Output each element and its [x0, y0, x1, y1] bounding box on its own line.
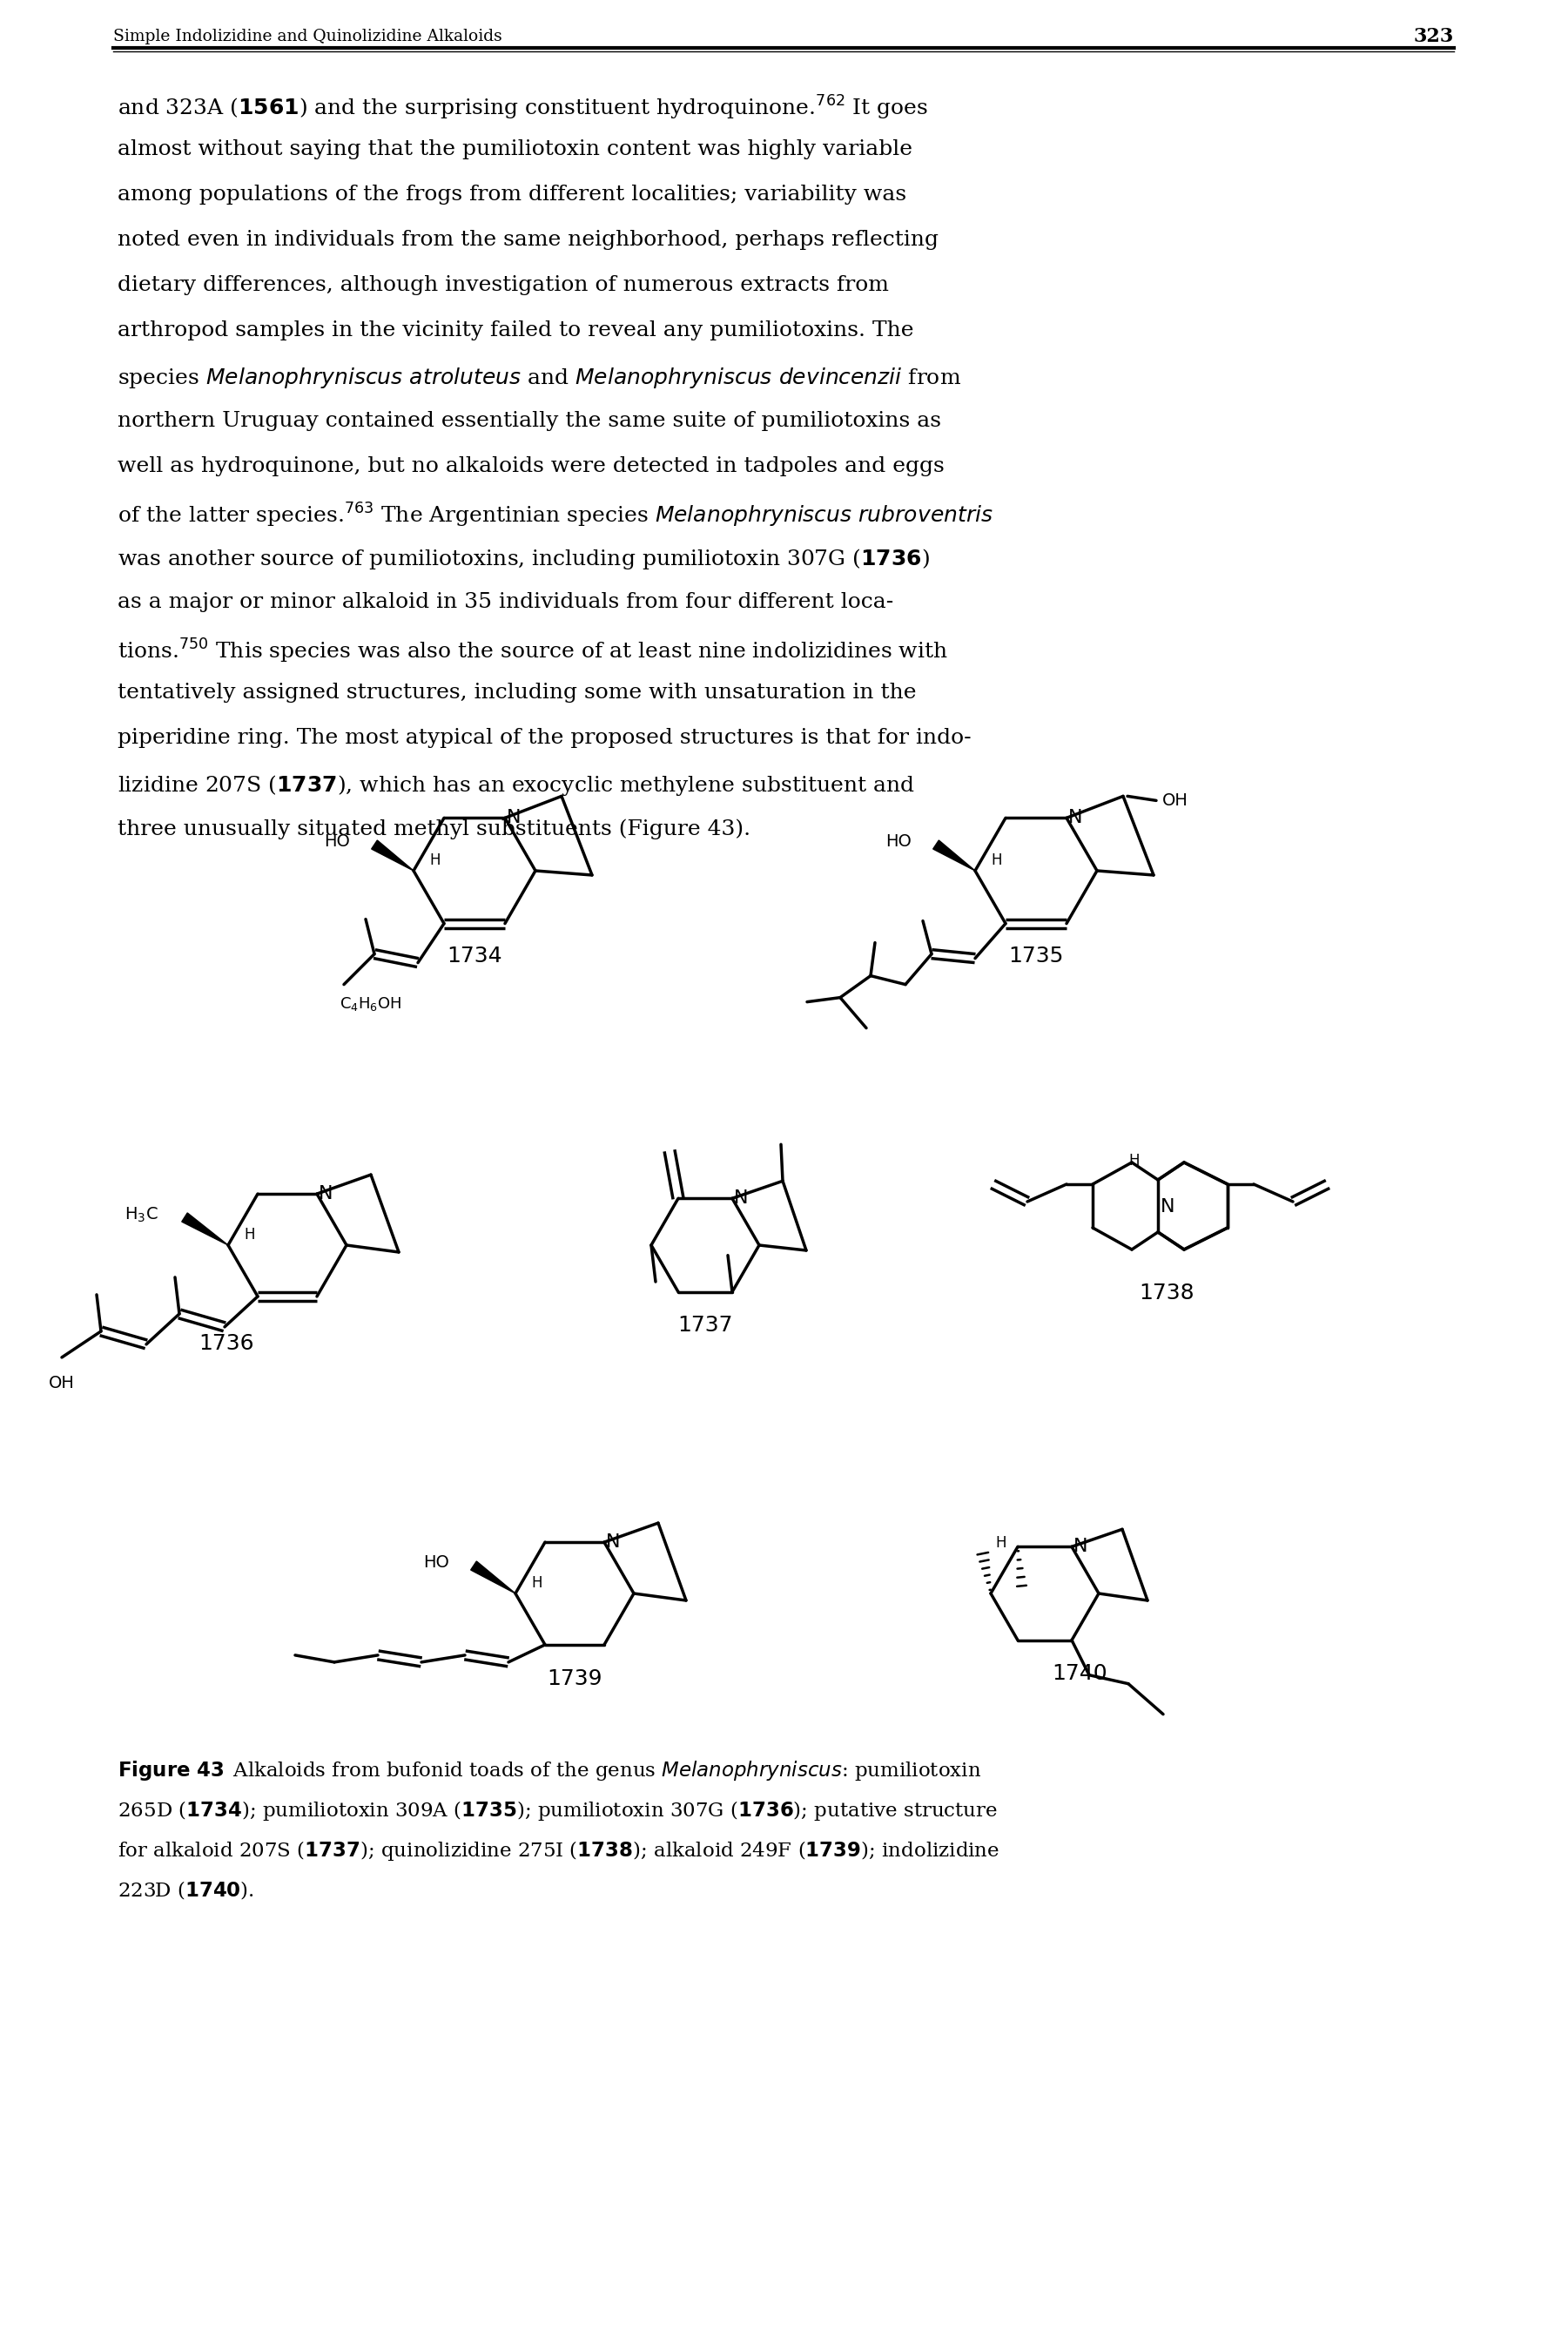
Text: N: N [605, 1533, 621, 1552]
Text: N: N [1160, 1199, 1174, 1215]
Text: N: N [1068, 809, 1082, 828]
Text: 1738: 1738 [1138, 1284, 1195, 1302]
Polygon shape [372, 839, 414, 870]
Text: HO: HO [886, 835, 911, 851]
Text: piperidine ring. The most atypical of the proposed structures is that for indo-: piperidine ring. The most atypical of th… [118, 729, 971, 748]
Text: H$_3$C: H$_3$C [125, 1206, 158, 1225]
Text: H: H [243, 1227, 254, 1244]
Text: as a major or minor alkaloid in 35 individuals from four different loca-: as a major or minor alkaloid in 35 indiv… [118, 592, 894, 611]
Text: 1739: 1739 [547, 1669, 602, 1690]
Text: lizidine 207S ($\mathbf{1737}$), which has an exocyclic methylene substituent an: lizidine 207S ($\mathbf{1737}$), which h… [118, 773, 914, 797]
Text: N: N [734, 1190, 748, 1206]
Text: N: N [318, 1185, 332, 1204]
Text: almost without saying that the pumiliotoxin content was highly variable: almost without saying that the pumilioto… [118, 139, 913, 160]
Text: species $\mathit{Melanophryniscus\ atroluteus}$ and $\mathit{Melanophryniscus\ d: species $\mathit{Melanophryniscus\ atrol… [118, 367, 961, 390]
Text: HO: HO [423, 1554, 450, 1570]
Text: three unusually situated methyl substituents (Figure 43).: three unusually situated methyl substitu… [118, 818, 751, 839]
Text: 1735: 1735 [1008, 945, 1063, 966]
Text: H: H [430, 853, 441, 868]
Text: Simple Indolizidine and Quinolizidine Alkaloids: Simple Indolizidine and Quinolizidine Al… [113, 28, 502, 45]
Text: 1736: 1736 [199, 1333, 254, 1354]
Text: OH: OH [49, 1375, 75, 1392]
Text: HO: HO [325, 835, 350, 851]
Text: 1740: 1740 [1052, 1662, 1107, 1683]
Text: $\mathbf{Figure\ 43}$: $\mathbf{Figure\ 43}$ [118, 1759, 224, 1782]
Text: 323: 323 [1414, 26, 1454, 47]
Text: among populations of the frogs from different localities; variability was: among populations of the frogs from diff… [118, 186, 906, 205]
Text: C$_4$H$_6$OH: C$_4$H$_6$OH [340, 994, 401, 1013]
Polygon shape [182, 1213, 227, 1246]
Text: H: H [991, 853, 1002, 868]
Text: 1737: 1737 [677, 1314, 732, 1335]
Text: N: N [506, 809, 521, 828]
Text: tions.$^{750}$ This species was also the source of at least nine indolizidines w: tions.$^{750}$ This species was also the… [118, 637, 949, 665]
Text: dietary differences, although investigation of numerous extracts from: dietary differences, although investigat… [118, 275, 889, 296]
Text: OH: OH [1162, 792, 1189, 809]
Text: H: H [532, 1575, 543, 1592]
Text: arthropod samples in the vicinity failed to reveal any pumiliotoxins. The: arthropod samples in the vicinity failed… [118, 320, 914, 341]
Text: 223D ($\mathbf{1740}$).: 223D ($\mathbf{1740}$). [118, 1878, 254, 1902]
Text: H: H [1129, 1152, 1140, 1168]
Text: well as hydroquinone, but no alkaloids were detected in tadpoles and eggs: well as hydroquinone, but no alkaloids w… [118, 456, 944, 477]
Text: H: H [996, 1535, 1007, 1552]
Text: and 323A ($\mathbf{1561}$) and the surprising constituent hydroquinone.$^{762}$ : and 323A ($\mathbf{1561}$) and the surpr… [118, 94, 928, 122]
Text: Alkaloids from bufonid toads of the genus $\mathit{Melanophryniscus}$: pumilioto: Alkaloids from bufonid toads of the genu… [220, 1759, 982, 1782]
Text: 1734: 1734 [447, 945, 502, 966]
Polygon shape [470, 1561, 516, 1594]
Text: northern Uruguay contained essentially the same suite of pumiliotoxins as: northern Uruguay contained essentially t… [118, 411, 941, 430]
Text: tentatively assigned structures, including some with unsaturation in the: tentatively assigned structures, includi… [118, 682, 916, 703]
Text: of the latter species.$^{763}$ The Argentinian species $\mathit{Melanophryniscus: of the latter species.$^{763}$ The Argen… [118, 501, 993, 529]
Polygon shape [933, 839, 975, 870]
Text: was another source of pumiliotoxins, including pumiliotoxin 307G ($\mathbf{1736}: was another source of pumiliotoxins, inc… [118, 548, 930, 571]
Text: N: N [1074, 1538, 1088, 1556]
Text: 265D ($\mathbf{1734}$); pumiliotoxin 309A ($\mathbf{1735}$); pumiliotoxin 307G (: 265D ($\mathbf{1734}$); pumiliotoxin 309… [118, 1799, 997, 1822]
Text: noted even in individuals from the same neighborhood, perhaps reflecting: noted even in individuals from the same … [118, 230, 939, 249]
Text: for alkaloid 207S ($\mathbf{1737}$); quinolizidine 275I ($\mathbf{1738}$); alkal: for alkaloid 207S ($\mathbf{1737}$); qui… [118, 1838, 999, 1862]
